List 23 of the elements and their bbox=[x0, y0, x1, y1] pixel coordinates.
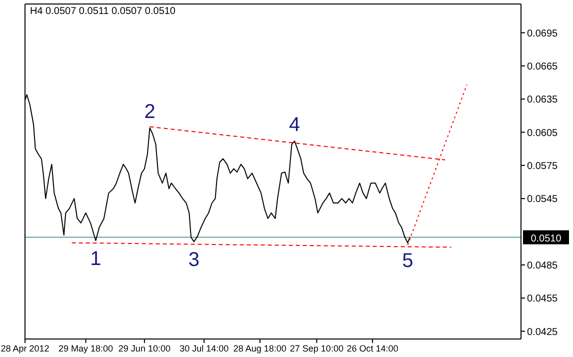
annotation: 3 bbox=[188, 248, 200, 271]
y-tick-label: 0.0485 bbox=[527, 260, 558, 272]
chart-title: H4 0.0507 0.0511 0.0507 0.0510 bbox=[30, 6, 176, 17]
x-tick-label: 26 Oct 14:00 bbox=[346, 343, 398, 354]
annotation: 5 bbox=[402, 250, 414, 272]
y-tick-label: 0.0605 bbox=[527, 128, 558, 139]
ref-line-label: 0.0510 bbox=[530, 233, 562, 244]
x-tick-label: 27 Sep 10:00 bbox=[290, 343, 344, 354]
x-tick-label: 29 May 18:00 bbox=[58, 343, 114, 354]
x-tick-label: 29 Jun 10:00 bbox=[118, 343, 170, 354]
x-tick-label: 28 Aug 18:00 bbox=[233, 343, 286, 354]
y-tick-label: 0.0455 bbox=[527, 294, 558, 305]
annotation: 4 bbox=[288, 114, 300, 136]
x-tick-label: 28 Apr 2012 bbox=[0, 343, 50, 354]
x-tick-label: 30 Jul 14:00 bbox=[180, 343, 229, 354]
y-tick-label: 0.0425 bbox=[527, 326, 558, 338]
y-tick-label: 0.0635 bbox=[527, 94, 558, 106]
annotation: 2 bbox=[144, 100, 156, 123]
y-tick-label: 0.0665 bbox=[527, 61, 558, 72]
y-tick-label: 0.0695 bbox=[527, 28, 558, 40]
y-tick-label: 0.0545 bbox=[527, 194, 558, 206]
y-tick-label: 0.0575 bbox=[527, 160, 558, 172]
annotation: 1 bbox=[90, 248, 102, 270]
